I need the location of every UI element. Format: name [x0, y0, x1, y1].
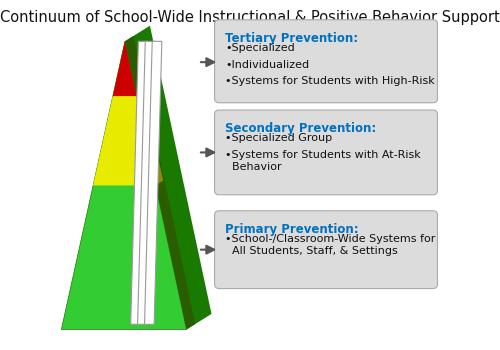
Polygon shape: [125, 36, 195, 329]
Polygon shape: [144, 41, 162, 324]
FancyBboxPatch shape: [214, 110, 438, 195]
Polygon shape: [93, 96, 156, 186]
Polygon shape: [113, 41, 136, 96]
Text: Primary Prevention:: Primary Prevention:: [225, 223, 358, 236]
Text: •Individualized: •Individualized: [225, 60, 309, 70]
Polygon shape: [130, 41, 148, 324]
Polygon shape: [125, 26, 212, 329]
FancyBboxPatch shape: [214, 211, 438, 288]
Text: Tertiary Prevention:: Tertiary Prevention:: [225, 32, 358, 44]
Text: Continuum of School-Wide Instructional & Positive Behavior Support: Continuum of School-Wide Instructional &…: [0, 10, 500, 25]
Text: •Specialized Group: •Specialized Group: [225, 133, 332, 143]
Text: •School-/Classroom-Wide Systems for
  All Students, Staff, & Settings: •School-/Classroom-Wide Systems for All …: [225, 234, 436, 256]
Text: •Specialized: •Specialized: [225, 43, 294, 53]
Text: •Systems for Students with At-Risk
  Behavior: •Systems for Students with At-Risk Behav…: [225, 150, 420, 172]
Polygon shape: [62, 41, 186, 329]
Text: •Systems for Students with High-Risk: •Systems for Students with High-Risk: [225, 76, 434, 86]
Polygon shape: [138, 41, 155, 324]
FancyBboxPatch shape: [214, 20, 438, 103]
Text: Secondary Prevention:: Secondary Prevention:: [225, 122, 376, 135]
Polygon shape: [136, 91, 163, 186]
